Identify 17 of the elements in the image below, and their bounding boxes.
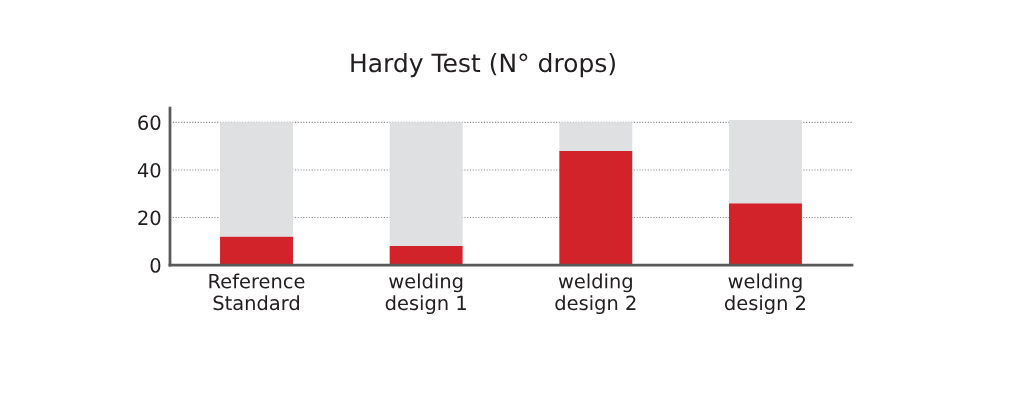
bar (559, 122, 633, 151)
y-tick-label: 40 (137, 162, 161, 178)
x-tick-label: welding design 2 (724, 273, 806, 315)
x-tick-label: welding design 2 (555, 273, 636, 315)
bar (728, 203, 802, 266)
chart-title: Hardy Test (N° drops) (351, 52, 615, 78)
x-tick-label: Reference Standard (209, 273, 305, 311)
y-tick-label: 20 (138, 210, 161, 226)
y-tick-label: 0 (150, 258, 161, 273)
bar (220, 122, 293, 237)
bar (389, 122, 463, 247)
bar (728, 119, 802, 204)
x-tick-label: welding design 1 (385, 273, 466, 315)
bar (220, 236, 293, 266)
y-tick-label: 60 (138, 115, 161, 131)
bar (559, 150, 633, 266)
bar (389, 246, 463, 266)
